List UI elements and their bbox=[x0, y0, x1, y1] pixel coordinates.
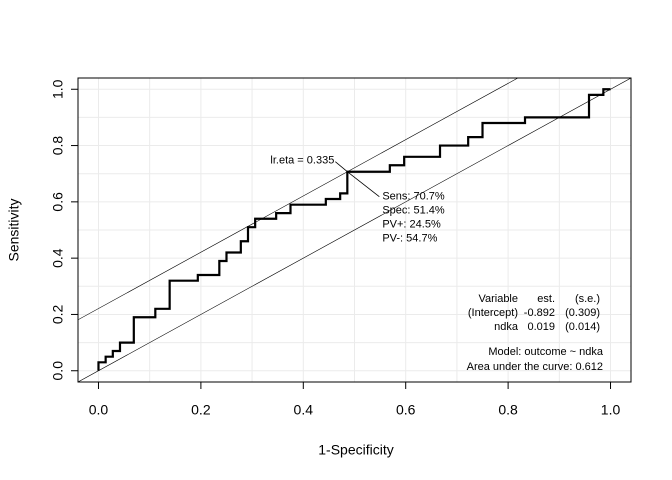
optimal-stat: Sens: 70.7% bbox=[382, 191, 445, 203]
model-table-cell: (0.309) bbox=[565, 307, 600, 319]
x-tick-label: 0.2 bbox=[191, 402, 211, 418]
x-tick-label: 1.0 bbox=[601, 402, 621, 418]
y-tick-label: 0.2 bbox=[50, 305, 66, 325]
y-tick-label: 0.0 bbox=[50, 361, 66, 381]
annotation-leader bbox=[347, 171, 380, 198]
optimal-stat: PV-: 54.7% bbox=[382, 233, 437, 245]
y-axis-label: Sensitivity bbox=[6, 198, 22, 261]
x-tick-label: 0.6 bbox=[396, 402, 416, 418]
plot-frame bbox=[77, 77, 632, 383]
optimal-stat: Spec: 51.4% bbox=[382, 205, 445, 217]
model-table-cell: (0.014) bbox=[565, 321, 600, 333]
model-table-cell: (s.e.) bbox=[575, 293, 600, 305]
y-tick-label: 1.0 bbox=[50, 79, 66, 99]
x-tick-label: 0.4 bbox=[294, 402, 314, 418]
model-table-cell: 0.019 bbox=[527, 321, 555, 333]
model-table-cell: Variable bbox=[478, 293, 518, 305]
optimal-stat: PV+: 24.5% bbox=[382, 219, 441, 231]
model-table-cell: est. bbox=[537, 293, 555, 305]
y-tick-label: 0.6 bbox=[50, 192, 66, 212]
x-axis-label: 1-Specificity bbox=[318, 442, 393, 458]
auc-text: Area under the curve: 0.612 bbox=[467, 361, 603, 373]
reference-line bbox=[78, 78, 519, 321]
y-tick-label: 0.4 bbox=[50, 248, 66, 268]
model-table-cell: -0.892 bbox=[524, 307, 555, 319]
reference-line bbox=[78, 78, 631, 382]
annotation-leader bbox=[335, 161, 348, 173]
x-tick-label: 0.8 bbox=[498, 402, 518, 418]
roc-curve bbox=[97, 88, 611, 371]
optimal-label: lr.eta = 0.335 bbox=[270, 155, 334, 167]
y-tick-label: 0.8 bbox=[50, 136, 66, 156]
x-tick-label: 0.0 bbox=[89, 402, 109, 418]
model-table-cell: ndka bbox=[494, 321, 519, 333]
model-text: Model: outcome ~ ndka bbox=[488, 346, 604, 358]
model-table-cell: (Intercept) bbox=[468, 307, 518, 319]
